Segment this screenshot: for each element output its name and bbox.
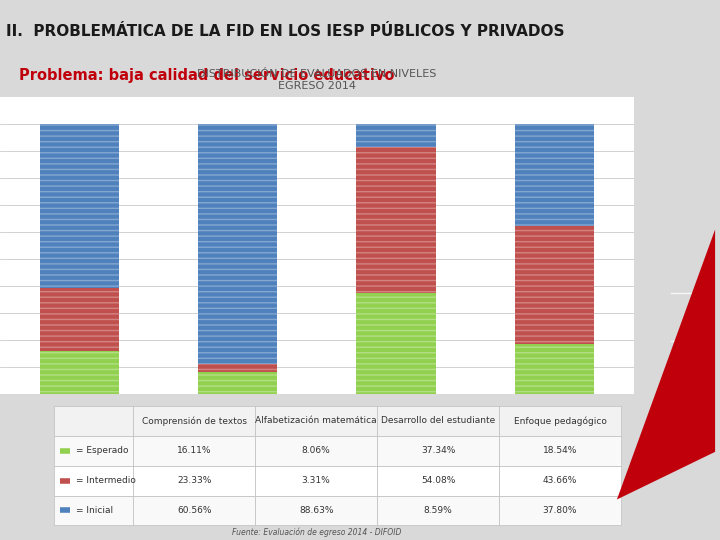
FancyBboxPatch shape bbox=[255, 465, 377, 496]
Bar bbox=[515, 124, 594, 226]
Title: DISTRIBUCIÓN DE EVALUADOS EN NIVELES
EGRESO 2014: DISTRIBUCIÓN DE EVALUADOS EN NIVELES EGR… bbox=[197, 69, 436, 91]
Bar bbox=[198, 363, 277, 373]
Bar bbox=[198, 124, 277, 363]
Text: 88.63%: 88.63% bbox=[299, 506, 333, 515]
Text: Enfoque pedagógico: Enfoque pedagógico bbox=[513, 416, 606, 426]
FancyBboxPatch shape bbox=[54, 436, 133, 465]
Bar bbox=[198, 363, 277, 373]
Text: 16.11%: 16.11% bbox=[177, 446, 212, 455]
FancyBboxPatch shape bbox=[377, 496, 499, 525]
FancyBboxPatch shape bbox=[255, 496, 377, 525]
FancyBboxPatch shape bbox=[499, 465, 621, 496]
Bar bbox=[198, 124, 277, 363]
FancyBboxPatch shape bbox=[133, 436, 255, 465]
Bar bbox=[40, 350, 119, 394]
Text: 54.08%: 54.08% bbox=[421, 476, 455, 485]
Text: Alfabetización matemática: Alfabetización matemática bbox=[256, 416, 377, 426]
Bar bbox=[356, 293, 436, 394]
FancyBboxPatch shape bbox=[499, 406, 621, 436]
FancyBboxPatch shape bbox=[377, 436, 499, 465]
Text: = Esperado: = Esperado bbox=[76, 446, 129, 455]
Text: 37.34%: 37.34% bbox=[421, 446, 455, 455]
Bar bbox=[515, 344, 594, 394]
FancyBboxPatch shape bbox=[54, 496, 133, 525]
Bar bbox=[198, 373, 277, 394]
FancyBboxPatch shape bbox=[133, 406, 255, 436]
FancyBboxPatch shape bbox=[499, 436, 621, 465]
Bar bbox=[515, 226, 594, 344]
Text: 60.56%: 60.56% bbox=[177, 506, 212, 515]
Bar bbox=[356, 147, 436, 293]
Text: Comprensión de textos: Comprensión de textos bbox=[142, 416, 247, 426]
Bar bbox=[40, 350, 119, 394]
Bar bbox=[40, 124, 119, 288]
Text: 23.33%: 23.33% bbox=[177, 476, 212, 485]
FancyBboxPatch shape bbox=[499, 496, 621, 525]
Text: II.  PROBLEMÁTICA DE LA FID EN LOS IESP PÚBLICOS Y PRIVADOS: II. PROBLEMÁTICA DE LA FID EN LOS IESP P… bbox=[6, 24, 564, 39]
Text: Fuente: Evaluación de egreso 2014 - DIFOID: Fuente: Evaluación de egreso 2014 - DIFO… bbox=[232, 528, 402, 537]
Text: 3.31%: 3.31% bbox=[302, 476, 330, 485]
Text: = Inicial: = Inicial bbox=[76, 506, 113, 515]
FancyBboxPatch shape bbox=[54, 406, 133, 436]
FancyBboxPatch shape bbox=[377, 406, 499, 436]
FancyBboxPatch shape bbox=[255, 436, 377, 465]
FancyBboxPatch shape bbox=[54, 465, 133, 496]
Text: 8.59%: 8.59% bbox=[423, 506, 452, 515]
Bar bbox=[515, 226, 594, 344]
FancyBboxPatch shape bbox=[133, 496, 255, 525]
Text: Desarrollo del estudiante: Desarrollo del estudiante bbox=[381, 416, 495, 426]
Bar bbox=[40, 288, 119, 350]
Text: = Intermedio: = Intermedio bbox=[76, 476, 136, 485]
Text: 37.80%: 37.80% bbox=[543, 506, 577, 515]
Bar bbox=[198, 373, 277, 394]
Bar bbox=[515, 344, 594, 394]
Bar bbox=[356, 124, 436, 147]
Text: 8.06%: 8.06% bbox=[302, 446, 330, 455]
Bar bbox=[40, 124, 119, 288]
Text: 18.54%: 18.54% bbox=[543, 446, 577, 455]
Bar bbox=[356, 147, 436, 293]
FancyBboxPatch shape bbox=[255, 406, 377, 436]
Text: Problema: baja calidad del servicio educativo: Problema: baja calidad del servicio educ… bbox=[19, 68, 395, 83]
Text: 43.66%: 43.66% bbox=[543, 476, 577, 485]
Bar bbox=[515, 124, 594, 226]
Bar bbox=[356, 293, 436, 394]
Bar bbox=[40, 288, 119, 350]
Bar bbox=[356, 124, 436, 147]
Polygon shape bbox=[617, 230, 715, 500]
FancyBboxPatch shape bbox=[377, 465, 499, 496]
FancyBboxPatch shape bbox=[133, 465, 255, 496]
